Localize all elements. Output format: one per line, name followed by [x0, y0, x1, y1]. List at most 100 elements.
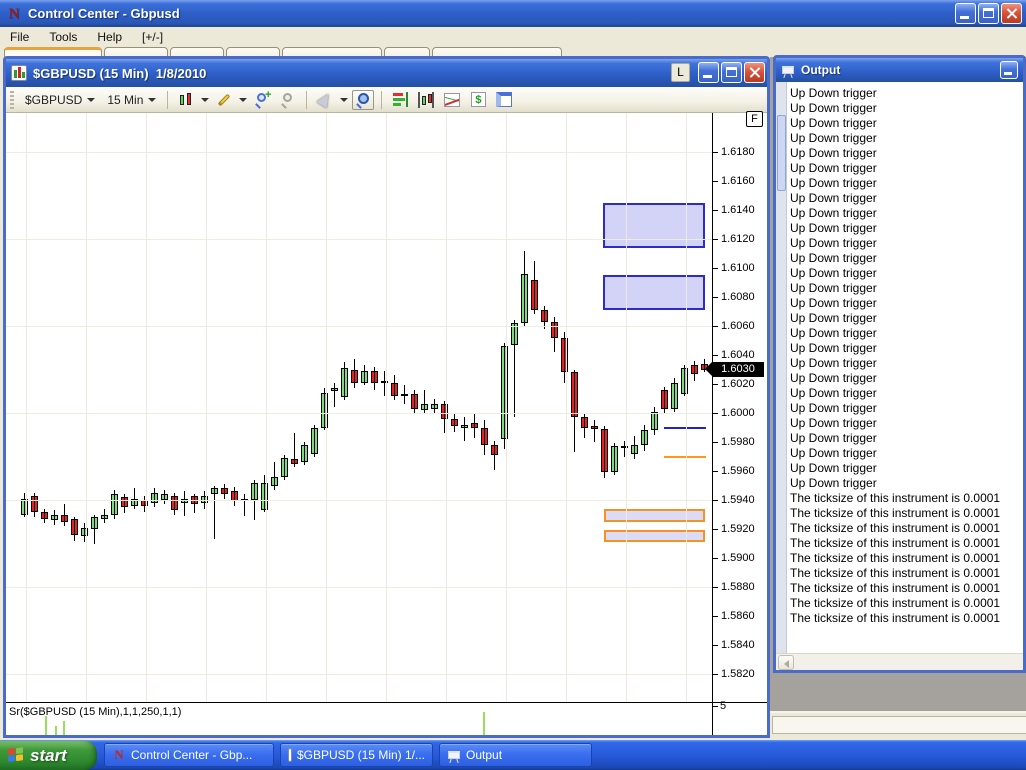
candle-wick [614, 443, 615, 475]
interval-selector[interactable]: 15 Min [103, 91, 160, 109]
axis-tick [712, 152, 718, 153]
chevron-down-icon [340, 97, 349, 102]
minimize-button[interactable] [955, 3, 976, 24]
horizontal-gridline [6, 239, 712, 240]
link-button[interactable]: L [671, 63, 690, 82]
tab-stub[interactable] [4, 47, 102, 57]
output-line: Up Down trigger [790, 281, 877, 295]
zoom-in-button[interactable]: + [251, 89, 273, 110]
close-button[interactable] [1001, 3, 1022, 24]
draw-tool-button[interactable] [213, 90, 235, 110]
candle-wick [134, 488, 135, 509]
mini-chart-button[interactable] [441, 90, 463, 110]
price-axis[interactable] [712, 113, 713, 735]
axis-tick [712, 442, 718, 443]
tab-stub[interactable] [282, 47, 382, 57]
candle-wick [154, 488, 155, 507]
axis-label: 1.6100 [721, 262, 755, 274]
candle-wick [274, 462, 275, 490]
chart-style-button[interactable] [175, 90, 197, 110]
candle-wick [414, 390, 415, 414]
vertical-gridline [326, 113, 327, 702]
instrument-selector[interactable]: $GBPUSD [21, 91, 99, 109]
output-line: Up Down trigger [790, 341, 877, 355]
chart-plot-area[interactable]: 1.5820 1.5840 1.5860 1.5880 1.5900 1.5920 1.59… [6, 111, 767, 735]
tab-stub[interactable] [432, 47, 562, 57]
scrollbar-thumb[interactable] [777, 115, 786, 191]
new-chart-button[interactable] [415, 90, 437, 110]
candle-wick [624, 441, 625, 457]
taskbar: start N Control Center - Gbp... $GBPUSD … [0, 740, 1026, 770]
axis-tick [712, 355, 718, 356]
candle-wick [514, 320, 515, 417]
candlestick-icon [179, 92, 193, 108]
tab-stub[interactable] [226, 47, 280, 57]
output-minimize-button[interactable] [1000, 61, 1018, 79]
indicator-axis-tick [712, 706, 718, 707]
output-horizontal-scrollbar[interactable] [776, 653, 1023, 670]
crosshair-button[interactable] [352, 89, 375, 110]
candle-wick [394, 375, 395, 400]
zoom-out-button[interactable] [277, 90, 299, 110]
output-vertical-scrollbar[interactable] [776, 82, 787, 653]
output-line: Up Down trigger [790, 311, 877, 325]
vertical-gridline [146, 113, 147, 702]
chart-close-button[interactable] [744, 62, 765, 83]
menu-plus-minus[interactable]: [+/-] [142, 30, 164, 44]
axis-label: 1.6040 [721, 349, 755, 361]
candle-wick [324, 388, 325, 430]
menu-file[interactable]: File [10, 30, 30, 44]
candle-wick [144, 496, 145, 512]
tab-stub[interactable] [384, 47, 430, 57]
candle-wick [424, 390, 425, 413]
windows-flag-icon [8, 746, 25, 765]
chart-maximize-button[interactable] [721, 62, 742, 83]
tab-stub[interactable] [104, 47, 168, 57]
taskbar-button-output[interactable]: Output [439, 743, 592, 767]
menu-tools[interactable]: Tools [49, 30, 78, 44]
output-line: Up Down trigger [790, 296, 877, 310]
candle-wick [84, 523, 85, 542]
maximize-button[interactable] [978, 3, 999, 24]
market-analyzer-button[interactable] [389, 90, 411, 110]
grid-panel-icon [496, 92, 513, 107]
pointer-tool-button[interactable] [314, 90, 336, 110]
output-line: The ticksize of this instrument is 0.000… [790, 491, 1001, 505]
candle-wick [524, 251, 525, 326]
horizontal-gridline [6, 500, 712, 501]
candle-wick [684, 365, 685, 396]
axis-tick [712, 645, 718, 646]
candle-wick [404, 385, 405, 404]
candle-wick [434, 399, 435, 414]
candle-wick [584, 413, 585, 438]
task-button-label: Output [466, 748, 503, 762]
output-line: Up Down trigger [790, 326, 877, 340]
axis-label: 1.6020 [721, 378, 755, 390]
horizontal-line [664, 456, 706, 458]
fx-board-button[interactable] [493, 90, 515, 110]
axis-label: 1.5920 [721, 523, 755, 535]
vertical-gridline [206, 113, 207, 702]
vertical-gridline [26, 113, 27, 702]
start-button[interactable]: start [0, 741, 97, 770]
taskbar-button-control-center[interactable]: N Control Center - Gbp... [104, 743, 274, 767]
fix-scale-button[interactable]: F [746, 111, 763, 127]
output-log[interactable]: Up Down trigger Up Down trigger Up Down tr… [787, 82, 1023, 653]
chevron-down-icon [87, 97, 96, 102]
vertical-gridline [566, 113, 567, 702]
tab-stub[interactable] [170, 47, 224, 57]
menu-help[interactable]: Help [97, 30, 123, 44]
axis-label: 1.6060 [721, 320, 755, 332]
candle-wick [384, 371, 385, 396]
account-button[interactable]: $ [467, 90, 489, 110]
toolbar-grip[interactable] [10, 90, 14, 109]
candle-wick [54, 510, 55, 525]
scroll-left-arrow[interactable] [778, 655, 794, 670]
axis-label: 1.5960 [721, 465, 755, 477]
taskbar-button-chart[interactable]: $GBPUSD (15 Min) 1/... [280, 743, 433, 767]
chart-minimize-button[interactable] [698, 62, 719, 83]
output-line: Up Down trigger [790, 236, 877, 250]
output-line: Up Down trigger [790, 116, 877, 130]
candle-wick [304, 442, 305, 465]
